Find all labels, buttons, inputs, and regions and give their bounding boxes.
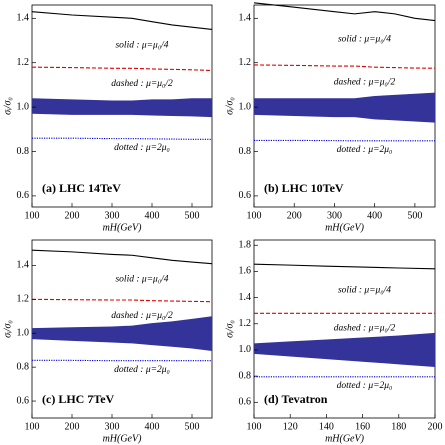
- y-axis-title: σᵢ/σ₀: [2, 97, 13, 115]
- band: [254, 92, 435, 123]
- x-tick-label: 200: [65, 421, 80, 432]
- series-line: [31, 298, 213, 303]
- series-line: [253, 2, 436, 22]
- panel-title: (c) LHC 7TeV: [42, 392, 115, 406]
- legend-label: solid : μ=μ₀/4: [338, 35, 391, 45]
- series-line: [253, 64, 436, 69]
- x-tick-label: 500: [185, 210, 200, 221]
- y-tick-label: 0.8: [239, 370, 252, 381]
- panel-title: (d) Tevatron: [264, 392, 328, 406]
- x-tick-label: 120: [283, 421, 298, 432]
- y-tick-label: 0.8: [17, 361, 30, 372]
- x-tick-label: 200: [287, 210, 302, 221]
- x-axis-title: mH(GeV): [325, 222, 365, 233]
- y-tick-label: 1.4: [17, 13, 30, 24]
- y-tick-label: 0.6: [239, 397, 252, 408]
- panel-title: (a) LHC 14TeV: [42, 181, 121, 195]
- y-tick-label: 0.8: [17, 146, 30, 157]
- legend-label: dotted : μ=2μ₀: [337, 145, 393, 155]
- panel-title: (b) LHC 10TeV: [264, 181, 344, 195]
- legend-label: solid : μ=μ₀/4: [115, 40, 168, 50]
- x-tick-label: 400: [145, 210, 160, 221]
- series-line: [253, 263, 436, 270]
- y-tick-label: 1.2: [239, 57, 252, 68]
- y-tick-label: 0.6: [17, 395, 30, 406]
- y-tick-label: 1.2: [239, 318, 252, 329]
- y-tick-label: 1.2: [17, 294, 30, 305]
- x-tick-label: 100: [247, 210, 262, 221]
- y-tick-label: 1.6: [239, 266, 252, 277]
- x-tick-label: 300: [327, 210, 342, 221]
- y-axis-title: σᵢ/σ₀: [2, 320, 13, 338]
- legend-label: dashed : μ=μ₀/2: [111, 79, 173, 89]
- series-line: [31, 66, 213, 72]
- y-tick-label: 1.2: [17, 57, 30, 68]
- x-tick-label: 400: [367, 210, 382, 221]
- y-tick-label: 0.6: [17, 190, 30, 201]
- y-tick-label: 1.0: [17, 101, 30, 112]
- x-tick-label: 500: [407, 210, 422, 221]
- legend-label: solid : μ=μ₀/4: [115, 274, 168, 284]
- x-tick-label: 100: [25, 210, 40, 221]
- y-tick-label: 0.8: [239, 146, 252, 157]
- x-axis-title: mH(GeV): [103, 433, 143, 444]
- y-tick-label: 1.0: [239, 101, 252, 112]
- y-axis-title: σᵢ/σ₀: [224, 320, 235, 338]
- legend-label: dashed : μ=μ₀/2: [334, 323, 396, 333]
- x-tick-label: 300: [105, 210, 120, 221]
- series-line: [31, 249, 213, 265]
- legend-label: dotted : μ=2μ₀: [114, 143, 170, 153]
- series-line: [32, 137, 212, 140]
- x-tick-label: 200: [428, 421, 443, 432]
- band: [32, 316, 212, 352]
- y-tick-label: 1.0: [239, 344, 252, 355]
- x-tick-label: 100: [25, 421, 40, 432]
- x-tick-label: 180: [391, 421, 406, 432]
- y-tick-label: 1.0: [17, 328, 30, 339]
- x-tick-label: 300: [105, 421, 120, 432]
- y-tick-label: 1.8: [239, 240, 252, 251]
- x-tick-label: 200: [65, 210, 80, 221]
- x-tick-label: 400: [145, 421, 160, 432]
- legend-label: dashed : μ=μ₀/2: [334, 77, 396, 87]
- y-tick-label: 0.6: [239, 190, 252, 201]
- x-axis-title: mH(GeV): [103, 222, 143, 233]
- legend-label: dashed : μ=μ₀/2: [111, 311, 173, 321]
- y-tick-label: 1.4: [239, 13, 252, 24]
- x-tick-label: 160: [355, 421, 370, 432]
- y-tick-label: 1.4: [239, 292, 252, 303]
- band: [32, 98, 212, 118]
- plot-frame: [253, 239, 436, 419]
- y-axis-title: σᵢ/σ₀: [224, 97, 235, 115]
- legend-label: dotted : μ=2μ₀: [114, 365, 170, 375]
- x-tick-label: 500: [185, 421, 200, 432]
- legend-label: dotted : μ=2μ₀: [337, 381, 393, 391]
- y-tick-label: 1.4: [17, 260, 30, 271]
- x-tick-label: 100: [247, 421, 262, 432]
- x-axis-title: mH(GeV): [325, 433, 365, 444]
- band: [254, 332, 435, 367]
- series-line: [31, 11, 213, 30]
- x-tick-label: 140: [319, 421, 334, 432]
- legend-label: solid : μ=μ₀/4: [338, 285, 391, 295]
